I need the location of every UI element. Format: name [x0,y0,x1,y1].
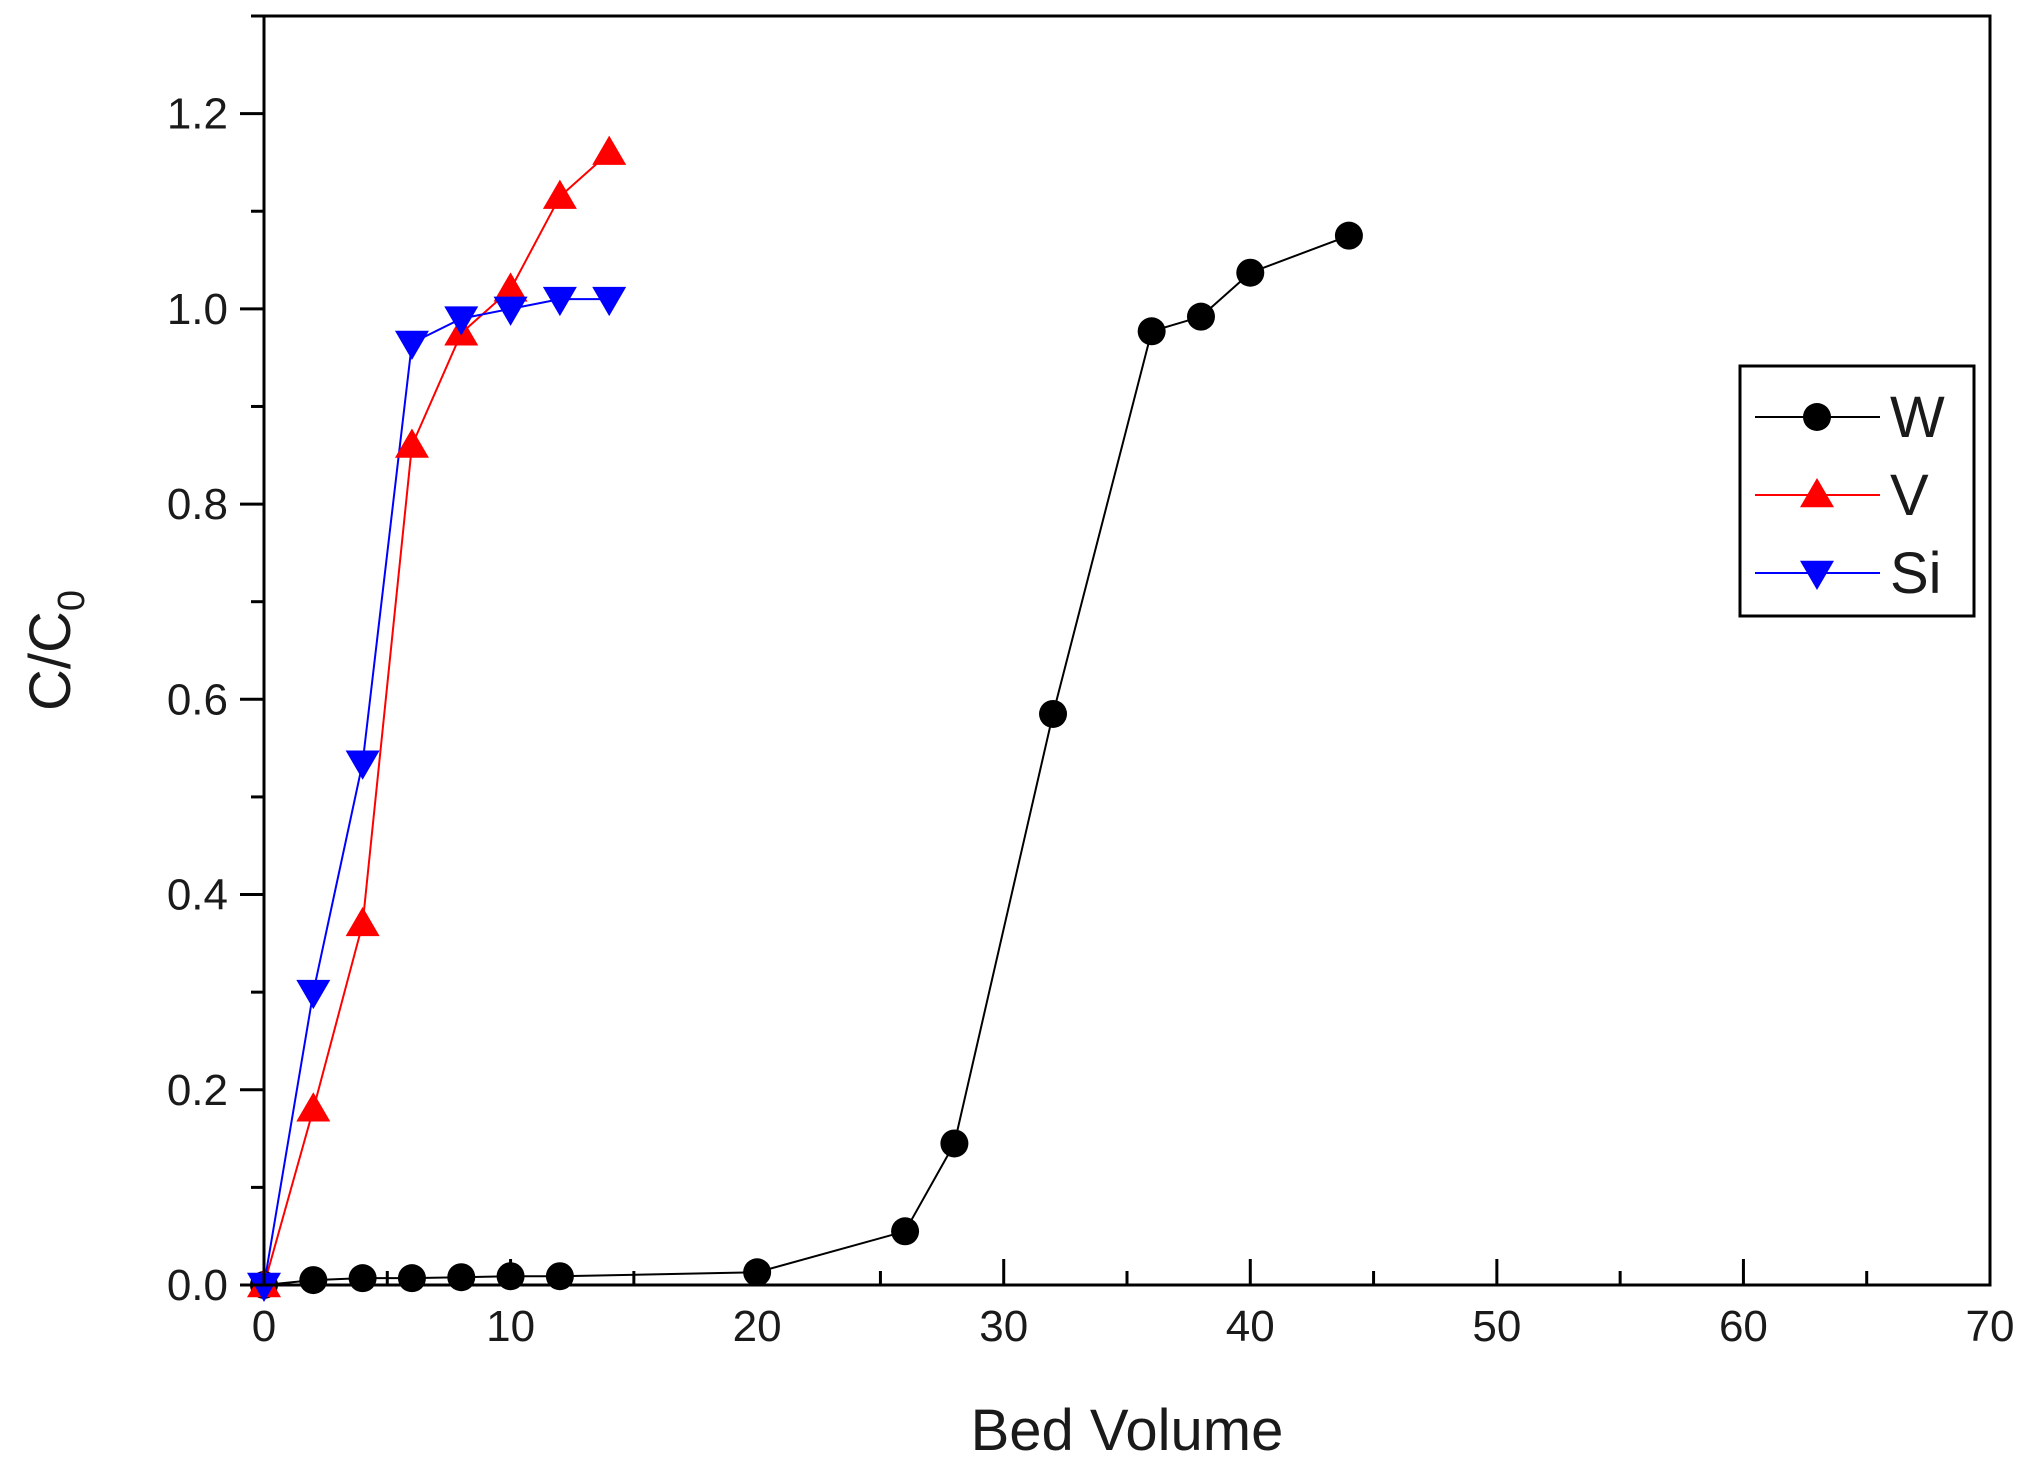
data-point-w [940,1129,969,1158]
plot-markers [247,135,1363,1302]
data-point-w [299,1266,328,1295]
data-point-w [348,1264,377,1293]
y-tick-label: 0.6 [167,675,228,724]
x-tick-label: 40 [1226,1302,1275,1351]
data-point-w [1186,302,1215,331]
data-point-si [296,979,331,1010]
y-tick-label: 1.0 [167,285,228,334]
x-axis: 0 10 20 30 40 50 60 70 [252,1259,2015,1351]
x-axis-title: Bed Volume [971,1398,1284,1463]
data-point-w [891,1217,920,1246]
data-point-w [447,1263,476,1292]
data-point-w [1137,317,1166,346]
data-point-w [397,1264,426,1293]
x-tick-label: 0 [252,1302,276,1351]
legend: WV Si [1738,364,1976,618]
legend-marker-v [1800,478,1834,508]
data-point-v [542,179,577,209]
data-point-v [296,1092,331,1122]
y-tick-label: 0.8 [167,480,228,529]
y-tick-label: 1.2 [167,90,228,139]
series-line-v [263,151,610,1286]
data-point-w [1236,258,1265,287]
data-point-v [493,272,528,302]
data-point-si [493,296,528,326]
data-point-si [592,286,627,317]
x-tick-label: 30 [979,1302,1028,1351]
data-point-si [542,286,577,317]
y-tick-label: 0.2 [167,1066,228,1115]
data-point-si [394,330,429,361]
y-tick-label: 0.4 [167,871,228,920]
data-point-w [1039,699,1068,728]
data-point-w [545,1262,574,1291]
y-axis-title-main: C/C [18,611,83,711]
y-tick-label: 0.0 [167,1261,228,1310]
series-line-si [263,298,610,1286]
plot-lines [263,151,1350,1286]
x-tick-label: 60 [1719,1302,1768,1351]
legend-marker-si [1800,560,1834,590]
x-tick-label: 50 [1472,1302,1521,1351]
plot-frame [262,14,1992,1287]
y-axis-title-subscript: 0 [51,590,93,611]
data-point-si [444,306,479,336]
x-tick-label: 70 [1966,1302,2015,1351]
x-tick-label: 20 [733,1302,782,1351]
data-point-si [247,1272,281,1302]
data-point-v [345,906,380,937]
data-point-v [592,135,627,165]
x-tick-label: 10 [486,1302,535,1351]
legend-marker-w [1803,403,1831,431]
legend-label-si: Si [1890,541,1942,606]
legend-box [1738,364,1976,618]
y-axis-title: C/C0 [18,590,93,711]
data-point-w [1334,221,1363,250]
y-axis: 0.0 0.2 0.4 0.6 0.8 1.0 1.2 [167,14,264,1310]
series-line-w [263,234,1350,1286]
data-point-v [394,428,429,458]
legend-label-w: W [1890,385,1945,450]
data-point-si [345,750,380,780]
legend-label-v: V [1890,463,1929,528]
